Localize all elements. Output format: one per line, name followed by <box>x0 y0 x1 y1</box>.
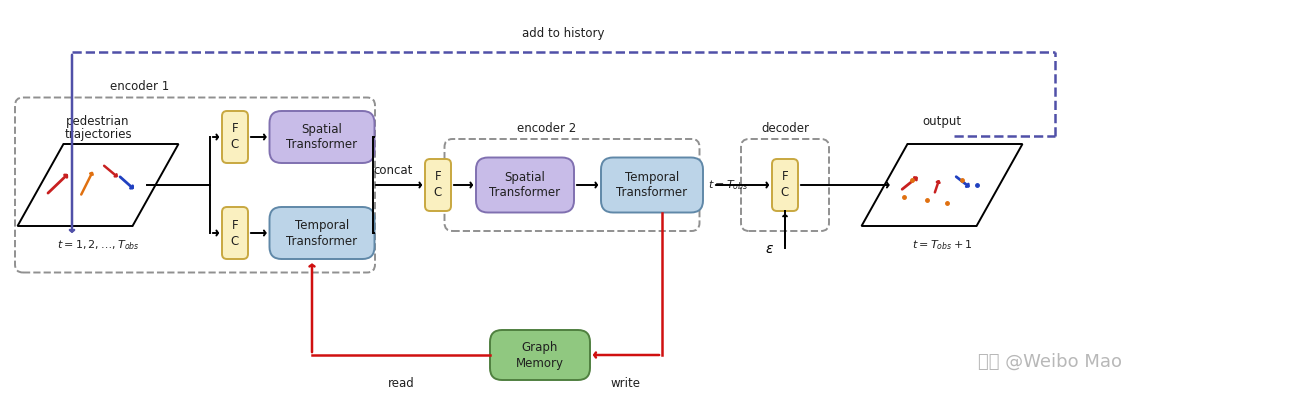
Polygon shape <box>18 144 178 226</box>
Text: add to history: add to history <box>522 27 605 40</box>
Text: $t=T_{obs}+1$: $t=T_{obs}+1$ <box>911 238 972 252</box>
FancyBboxPatch shape <box>269 111 375 163</box>
Text: Temporal
Transformer: Temporal Transformer <box>616 171 687 199</box>
Text: F
C: F C <box>231 123 240 151</box>
Text: F
C: F C <box>231 219 240 247</box>
FancyBboxPatch shape <box>222 207 247 259</box>
Text: decoder: decoder <box>761 122 809 135</box>
Text: F
C: F C <box>434 171 442 199</box>
Text: $t=T_{obs}$: $t=T_{obs}$ <box>708 178 749 192</box>
Text: Spatial
Transformer: Spatial Transformer <box>490 171 561 199</box>
FancyBboxPatch shape <box>222 111 247 163</box>
Text: pedestrian: pedestrian <box>66 115 130 128</box>
FancyBboxPatch shape <box>425 159 451 211</box>
Text: output: output <box>923 115 962 128</box>
Text: read: read <box>388 377 414 390</box>
FancyBboxPatch shape <box>772 159 798 211</box>
FancyBboxPatch shape <box>601 158 703 212</box>
Text: Graph
Memory: Graph Memory <box>516 341 565 370</box>
Text: F
C: F C <box>781 171 789 199</box>
Text: encoder 2: encoder 2 <box>517 122 576 135</box>
Text: $t=1,2,\ldots,T_{obs}$: $t=1,2,\ldots,T_{obs}$ <box>57 238 139 252</box>
Text: Spatial
Transformer: Spatial Transformer <box>286 123 357 151</box>
Text: Temporal
Transformer: Temporal Transformer <box>286 219 357 247</box>
FancyBboxPatch shape <box>490 330 590 380</box>
FancyBboxPatch shape <box>269 207 375 259</box>
Text: concat: concat <box>374 164 412 177</box>
Text: trajectories: trajectories <box>64 128 131 141</box>
Text: $\epsilon$: $\epsilon$ <box>766 242 775 256</box>
Text: 知乎 @Weibo Mao: 知乎 @Weibo Mao <box>978 353 1121 371</box>
Polygon shape <box>861 144 1022 226</box>
FancyBboxPatch shape <box>476 158 574 212</box>
Text: encoder 1: encoder 1 <box>111 81 170 94</box>
Text: write: write <box>611 377 641 390</box>
